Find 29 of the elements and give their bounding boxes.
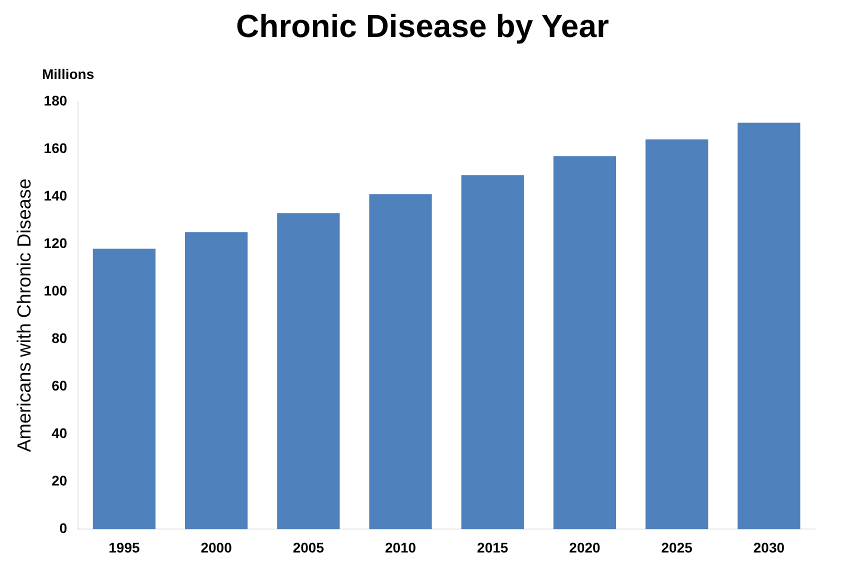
y-tick-label: 60 — [52, 377, 68, 394]
x-tick-label: 2015 — [477, 539, 508, 556]
y-axis-title: Americans with Chronic Disease — [14, 178, 36, 452]
y-tick-label: 20 — [52, 472, 68, 489]
x-tick-label: 2005 — [292, 539, 324, 556]
x-tick-label: 2000 — [200, 539, 232, 556]
chart-title: Chronic Disease by Year — [235, 8, 610, 45]
x-tick-label: 2025 — [661, 539, 693, 556]
y-tick-label: 80 — [52, 330, 68, 346]
x-tick-label: 2020 — [569, 539, 601, 556]
y-tick-label: 120 — [44, 234, 68, 251]
y-tick-label: 180 — [44, 92, 68, 108]
y-tick-label: 140 — [44, 187, 68, 204]
bar — [646, 139, 708, 530]
bar — [553, 156, 616, 530]
y-tick-label: 100 — [44, 282, 68, 298]
bar — [185, 232, 248, 530]
x-tick-label: 1995 — [108, 539, 140, 556]
bar — [92, 248, 156, 530]
x-tick-label: 2010 — [384, 539, 416, 556]
bar — [738, 122, 800, 530]
bar — [277, 213, 340, 530]
bar — [461, 175, 524, 530]
y-tick-label: 0 — [59, 520, 68, 536]
x-tick-label: 2030 — [753, 539, 785, 556]
text: Millions — [42, 66, 94, 82]
bar — [369, 194, 432, 530]
y-tick-label: 40 — [52, 424, 68, 441]
y-tick-label: 160 — [44, 140, 68, 156]
